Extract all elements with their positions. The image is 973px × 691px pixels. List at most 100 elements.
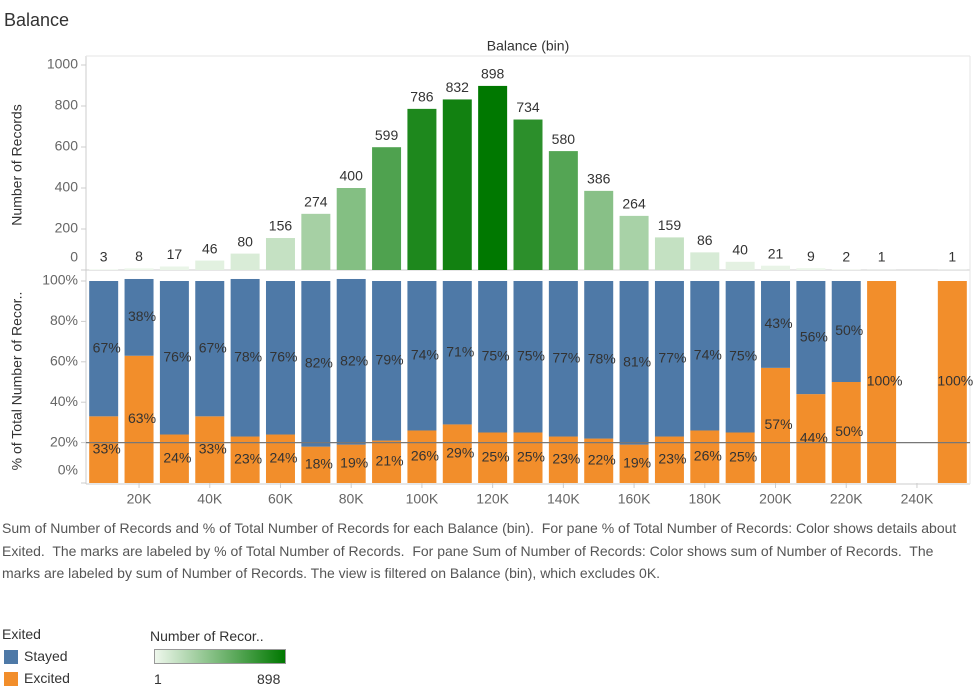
data-label: 67% bbox=[93, 339, 121, 355]
bar-segment bbox=[301, 446, 331, 483]
bar bbox=[372, 147, 402, 270]
y-tick-label: 1000 bbox=[47, 56, 78, 72]
data-label: 57% bbox=[765, 416, 793, 432]
data-label: 50% bbox=[835, 322, 863, 338]
data-label: 74% bbox=[694, 346, 722, 362]
legend-label: Stayed bbox=[24, 648, 68, 664]
x-tick-label: 180K bbox=[688, 491, 721, 507]
y-tick-label: 80% bbox=[50, 312, 78, 328]
data-label: 8 bbox=[135, 248, 143, 264]
title: Balance bbox=[4, 10, 69, 30]
bar-segment bbox=[654, 281, 684, 437]
color-ramp bbox=[154, 649, 286, 664]
bar-segment bbox=[372, 440, 402, 483]
bar-segment bbox=[725, 432, 755, 483]
bar-segment bbox=[619, 444, 649, 483]
x-tick-label: 160K bbox=[618, 491, 651, 507]
bar-segment bbox=[584, 281, 614, 439]
x-tick-label: 40K bbox=[197, 491, 223, 507]
x-tick-label: 120K bbox=[476, 491, 509, 507]
data-label: 77% bbox=[658, 349, 686, 365]
x-tick-label: 220K bbox=[830, 491, 863, 507]
y-axis-title: % of Total Number of Recor.. bbox=[9, 292, 25, 471]
bar-segment bbox=[478, 281, 508, 433]
data-label: 274 bbox=[304, 194, 328, 210]
data-label: 67% bbox=[199, 339, 227, 355]
x-tick-label: 240K bbox=[901, 491, 934, 507]
legend-max: 898 bbox=[257, 671, 281, 687]
y-tick-label: 60% bbox=[50, 353, 78, 369]
bar-segment bbox=[937, 281, 967, 483]
data-label: 22% bbox=[588, 451, 616, 467]
bar-segment bbox=[619, 281, 649, 445]
x-tick-label: 200K bbox=[759, 491, 792, 507]
bar-segment bbox=[584, 438, 614, 483]
data-label: 18% bbox=[305, 456, 333, 472]
data-label: 79% bbox=[376, 351, 404, 367]
bar-segment bbox=[761, 367, 791, 483]
data-label: 76% bbox=[269, 348, 297, 364]
bar bbox=[265, 238, 295, 270]
bar-segment bbox=[89, 281, 119, 417]
y-tick-label: 0% bbox=[58, 462, 78, 478]
x-tick-label: 20K bbox=[127, 491, 153, 507]
y-tick-label: 800 bbox=[55, 97, 79, 113]
data-label: 75% bbox=[729, 347, 757, 363]
bar-segment bbox=[195, 416, 225, 483]
bar bbox=[725, 261, 755, 270]
data-label: 75% bbox=[517, 347, 545, 363]
data-label: 1 bbox=[948, 249, 956, 265]
data-label: 19% bbox=[623, 455, 651, 471]
legend-swatch bbox=[4, 650, 18, 664]
y-tick-label: 100% bbox=[42, 272, 78, 288]
data-label: 40 bbox=[732, 242, 748, 258]
data-label: 86 bbox=[697, 232, 713, 248]
bar bbox=[195, 260, 225, 270]
data-label: 33% bbox=[199, 440, 227, 456]
data-label: 24% bbox=[269, 449, 297, 465]
bar-segment bbox=[690, 281, 720, 431]
bar-segment bbox=[761, 281, 791, 368]
data-label: 786 bbox=[410, 89, 434, 105]
bar-segment bbox=[654, 436, 684, 483]
data-label: 23% bbox=[552, 450, 580, 466]
y-tick-label: 400 bbox=[55, 179, 79, 195]
legend-title: Exited bbox=[2, 626, 41, 642]
data-label: 898 bbox=[481, 66, 505, 82]
bar-segment bbox=[867, 281, 897, 483]
data-label: 76% bbox=[163, 348, 191, 364]
data-label: 74% bbox=[411, 346, 439, 362]
x-axis-title: Balance (bin) bbox=[487, 38, 570, 54]
data-label: 17 bbox=[167, 246, 183, 262]
bar bbox=[336, 188, 366, 270]
bar-segment bbox=[124, 355, 154, 483]
data-label: 82% bbox=[305, 355, 333, 371]
bar-segment bbox=[442, 424, 472, 483]
data-label: 400 bbox=[340, 168, 364, 184]
x-tick-label: 140K bbox=[547, 491, 580, 507]
data-label: 599 bbox=[375, 127, 399, 143]
bar bbox=[407, 108, 437, 271]
y-tick-label: 40% bbox=[50, 393, 78, 409]
data-label: 9 bbox=[807, 248, 815, 264]
data-label: 75% bbox=[482, 347, 510, 363]
y-tick-label: 200 bbox=[55, 220, 79, 236]
bar-segment bbox=[372, 281, 402, 441]
data-label: 80 bbox=[237, 233, 253, 249]
data-label: 26% bbox=[694, 447, 722, 463]
bar bbox=[548, 151, 578, 270]
data-label: 23% bbox=[234, 450, 262, 466]
bar bbox=[513, 119, 543, 270]
data-label: 33% bbox=[93, 440, 121, 456]
data-label: 56% bbox=[800, 328, 828, 344]
bar bbox=[690, 252, 720, 270]
bar-segment bbox=[796, 394, 826, 483]
data-label: 23% bbox=[658, 450, 686, 466]
data-label: 26% bbox=[411, 447, 439, 463]
legend-swatch bbox=[4, 672, 18, 686]
bar bbox=[478, 85, 508, 270]
bar-segment bbox=[336, 278, 366, 445]
bar-segment bbox=[690, 430, 720, 483]
data-label: 734 bbox=[516, 99, 540, 115]
